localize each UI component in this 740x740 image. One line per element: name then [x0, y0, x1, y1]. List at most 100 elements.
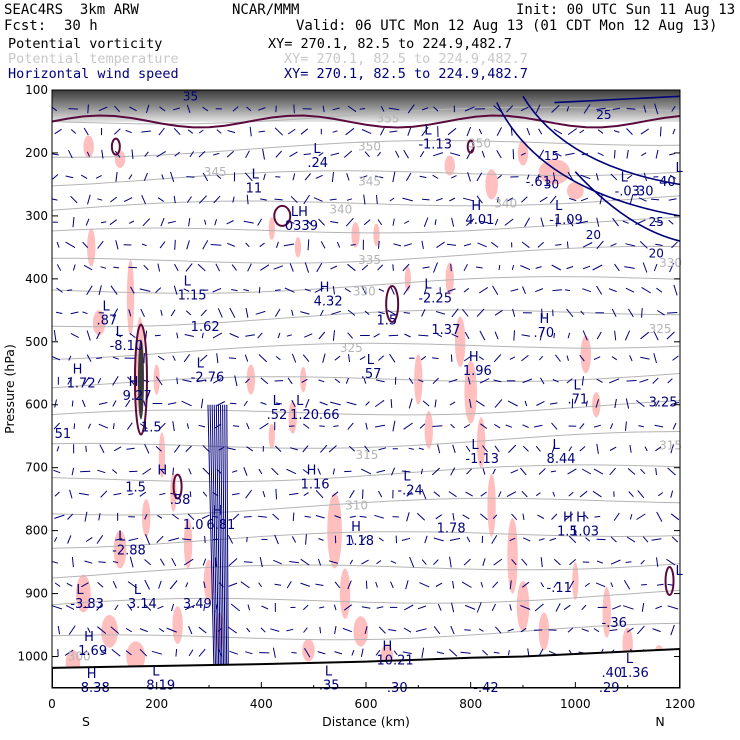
wind-vector-975	[476, 602, 482, 613]
wind-vector-958	[230, 603, 241, 612]
wind-vector-307	[143, 264, 149, 271]
wind-vector-852	[568, 535, 577, 544]
pv-extremum-kind-35: L	[403, 470, 411, 485]
wind-vector-173	[70, 195, 78, 204]
wind-vector-415	[462, 308, 469, 317]
pv-extremum-kind-22: LH	[291, 205, 308, 220]
wind-vector-1029	[636, 625, 645, 635]
wind-vector-661	[290, 447, 298, 451]
wind-vector-707	[332, 468, 335, 475]
wind-vector-533	[301, 378, 308, 383]
wind-vector-270	[227, 242, 235, 247]
wind-vector-150	[360, 175, 368, 179]
wind-vector-364	[344, 287, 351, 293]
pv-extremum-value-27: .66	[319, 408, 340, 423]
wind-vector-786	[232, 513, 240, 520]
wind-vector-568	[181, 400, 192, 407]
wind-vector-506	[538, 355, 544, 361]
wind-vector-842	[424, 535, 428, 544]
wind-vector-384	[641, 286, 652, 294]
wind-vector-1030	[652, 628, 661, 633]
wind-vector-667	[378, 447, 387, 451]
wind-vector-879	[328, 560, 339, 564]
wind-vector-749	[315, 490, 324, 499]
wind-vector-823	[145, 534, 151, 545]
wind-vector-931	[461, 581, 472, 588]
wind-vector-430	[53, 330, 57, 341]
theta-line-6	[52, 276, 680, 294]
field-pv-xy: XY= 270.1, 82.5 to 224.9,482.7	[268, 36, 512, 52]
wind-vector-271	[245, 242, 250, 248]
x-tick-label-6: 1200	[665, 697, 696, 711]
pv-extremum-kind-10: H	[212, 504, 222, 519]
wind-vector-992	[97, 626, 107, 634]
wind-vector-318	[304, 262, 310, 273]
wind-speed-label-2: 25	[596, 108, 611, 122]
wind-vector-848	[509, 537, 516, 542]
pv-extremum-value-40: 4.01	[465, 213, 494, 228]
wind-vector-949	[96, 604, 103, 611]
wind-vector-82	[626, 128, 633, 135]
wind-vector-16	[293, 104, 295, 114]
wind-vector-916	[240, 581, 250, 589]
wind-vector-986	[641, 603, 645, 612]
wind-speed-contours	[496, 95, 680, 242]
wind-vector-696	[172, 467, 174, 476]
wind-vector-874	[259, 556, 263, 568]
y-tick-label-1: 200	[25, 146, 48, 160]
pv-extremum-value-32: -1.13	[418, 137, 452, 152]
theta-line-0	[52, 106, 680, 125]
wind-vector-941	[610, 582, 614, 588]
wind-vector-57	[258, 130, 265, 133]
wind-vector-934	[509, 580, 512, 590]
wind-vector-529	[245, 378, 250, 384]
pv-extremum-kind-37: H	[382, 640, 392, 655]
wind-vector-358	[258, 287, 261, 294]
wind-vector-759	[465, 491, 473, 497]
wind-vector-695	[160, 469, 165, 474]
wind-speed-line-0	[496, 102, 680, 217]
wind-vector-686	[655, 446, 662, 452]
wind-vector-787	[243, 516, 252, 518]
wind-vector-417	[494, 309, 503, 316]
wind-vector-47	[114, 128, 121, 135]
wind-vector-362	[314, 287, 324, 293]
wind-vector-833	[291, 536, 297, 543]
wind-vector-698	[202, 467, 211, 476]
wind-vector-1061	[482, 649, 489, 656]
wind-vector-977	[509, 604, 512, 611]
wind-vector-443	[245, 334, 255, 337]
wind-vector-322	[361, 264, 369, 271]
theta-line-5	[52, 245, 680, 264]
wind-vector-542	[432, 377, 439, 385]
wind-vector-241	[434, 219, 437, 226]
wind-vector-95	[189, 151, 195, 158]
wind-jet-line-8	[224, 404, 228, 682]
pv-extremum-kind-18: L	[184, 274, 192, 289]
wind-vector-490	[302, 354, 310, 362]
wind-vector-188	[290, 195, 298, 204]
wind-vector-837	[350, 534, 354, 545]
wind-vector-300	[671, 241, 678, 249]
wind-vector-23	[388, 107, 400, 111]
pv-region-39	[517, 140, 529, 166]
wind-vector-685	[644, 446, 648, 452]
wind-vector-219	[109, 219, 117, 226]
wind-vector-175	[97, 198, 103, 201]
wind-vector-1057	[421, 647, 425, 658]
field-wind-xy: XY= 270.1, 82.5 to 224.9,482.7	[284, 66, 528, 82]
wind-vector-567	[167, 402, 177, 405]
wind-vector-1007	[319, 626, 322, 634]
wind-vector-302	[72, 264, 76, 271]
wind-vector-1020	[507, 628, 514, 632]
wind-vector-554	[609, 378, 620, 384]
pv-extremum-value-44: -.61	[526, 175, 551, 190]
wind-vector-994	[125, 627, 132, 633]
wind-vector-159	[497, 174, 502, 179]
wind-vector-179	[157, 197, 164, 202]
wind-vector-744	[245, 489, 253, 499]
theta-line-2	[52, 170, 680, 187]
wind-vector-945	[667, 583, 673, 586]
wind-vector-1039	[151, 650, 163, 655]
wind-vector-858	[651, 538, 662, 541]
